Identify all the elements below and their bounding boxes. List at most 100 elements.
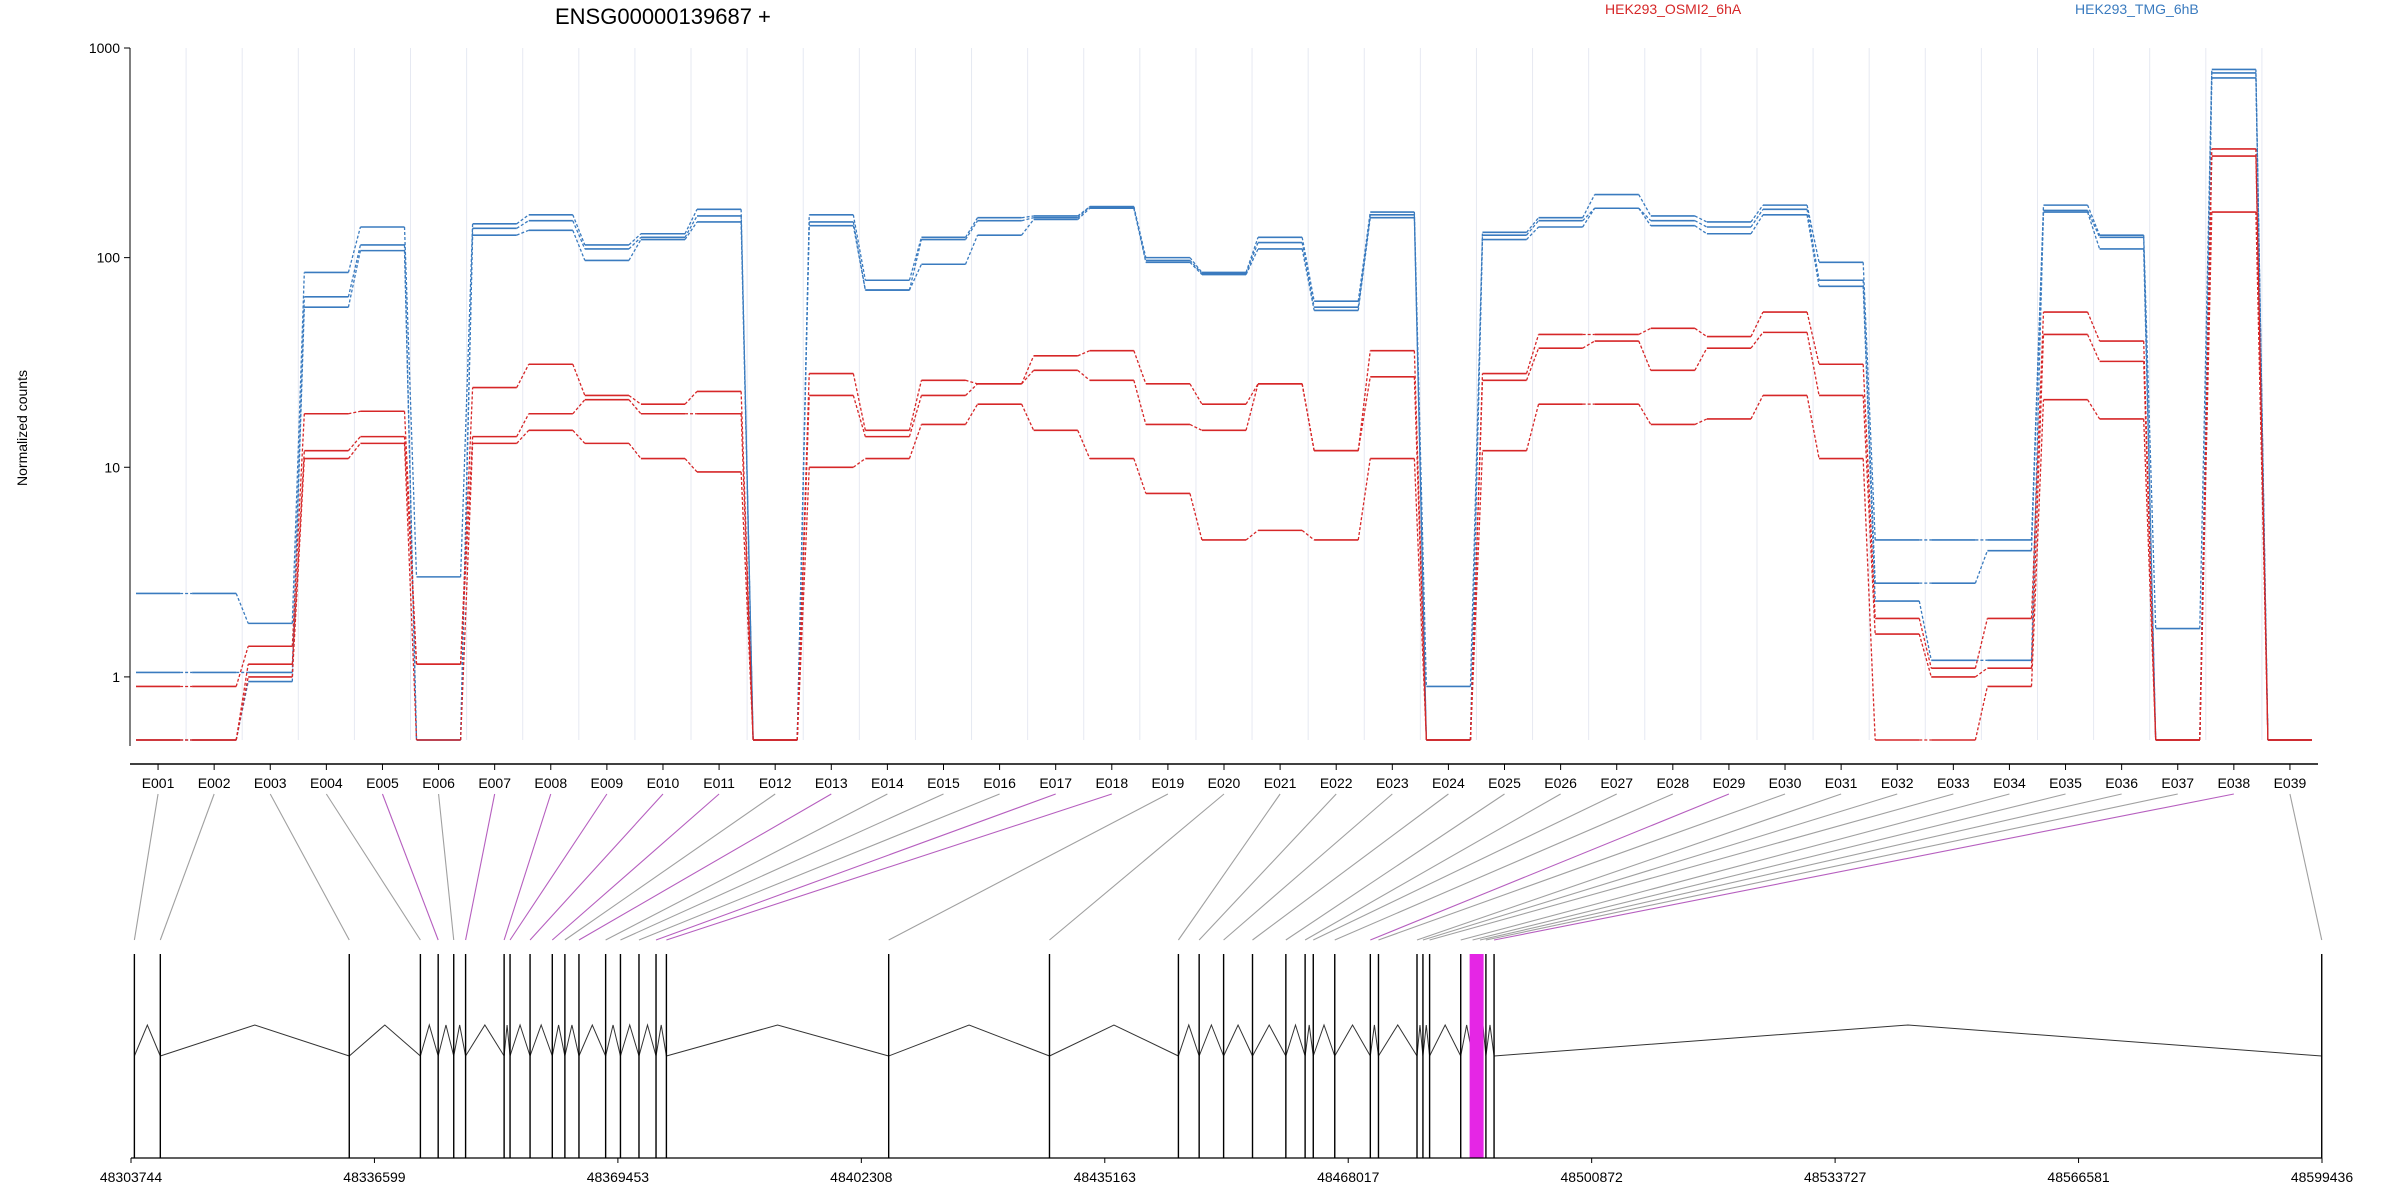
series-connector bbox=[572, 214, 586, 246]
series-hek293-osmi2-6ha bbox=[136, 148, 2312, 741]
x-tick-label: E033 bbox=[1937, 775, 1970, 791]
series-connector bbox=[796, 225, 810, 741]
series-connector bbox=[628, 442, 642, 459]
y-tick-label: 1000 bbox=[89, 40, 120, 56]
exon-connector bbox=[133, 793, 159, 941]
series-connector bbox=[572, 364, 586, 396]
intron-arc bbox=[465, 1024, 505, 1057]
x-tick-label: E029 bbox=[1713, 775, 1746, 791]
series-connector bbox=[628, 399, 642, 415]
series-connector bbox=[1021, 369, 1035, 385]
x-tick-label: E024 bbox=[1432, 775, 1465, 791]
exon-connector bbox=[551, 793, 720, 941]
exon-connector bbox=[1493, 793, 2234, 941]
intron-arc bbox=[1198, 1023, 1225, 1057]
series-connector bbox=[1694, 347, 1708, 371]
series-connector bbox=[684, 215, 698, 238]
series-connector bbox=[740, 221, 754, 741]
series-connector bbox=[1862, 286, 1876, 602]
x-tick-label: E005 bbox=[366, 775, 399, 791]
series-connector bbox=[572, 220, 586, 250]
series-connector bbox=[1469, 232, 1484, 687]
series-connector bbox=[1974, 550, 1988, 584]
series-connector bbox=[2030, 312, 2045, 619]
intron-arc bbox=[529, 1023, 553, 1057]
series-connector bbox=[347, 436, 361, 452]
genomic-tick-label: 48402308 bbox=[830, 1169, 893, 1185]
series-connector bbox=[2199, 212, 2213, 741]
series-connector bbox=[1582, 207, 1596, 228]
series-connector bbox=[2255, 212, 2269, 741]
exon-connector bbox=[1485, 793, 2178, 941]
intron-arc bbox=[551, 1024, 566, 1057]
series-connector bbox=[908, 239, 923, 291]
series-connector bbox=[1862, 262, 1876, 540]
series-connector bbox=[964, 234, 979, 265]
series-connector bbox=[291, 458, 305, 677]
x-tick-label: E010 bbox=[647, 775, 680, 791]
series-connector bbox=[347, 244, 362, 297]
series-connector bbox=[1806, 332, 1820, 396]
series-connector bbox=[1806, 395, 1820, 459]
exon-connector bbox=[666, 793, 1112, 941]
series-connector bbox=[684, 458, 698, 473]
exon-connector bbox=[1460, 793, 2010, 941]
series-connector bbox=[1189, 259, 1203, 274]
series-connector bbox=[572, 399, 586, 415]
exon-connector bbox=[438, 793, 455, 941]
x-tick-label: E037 bbox=[2161, 775, 2194, 791]
series-connector bbox=[572, 230, 586, 261]
series-connector bbox=[1357, 350, 1371, 451]
exon-connector bbox=[605, 793, 888, 941]
exon-connector bbox=[888, 793, 1169, 941]
series-connector bbox=[1245, 383, 1259, 405]
intron-arc bbox=[1177, 1023, 1200, 1057]
series-connector bbox=[684, 221, 698, 240]
x-tick-label: E004 bbox=[310, 775, 343, 791]
x-tick-label: E018 bbox=[1095, 775, 1128, 791]
series-connector bbox=[1806, 311, 1820, 365]
series-connector bbox=[291, 272, 305, 624]
series-connector bbox=[740, 413, 754, 741]
series-connector bbox=[965, 383, 978, 396]
series-connector bbox=[1189, 261, 1203, 276]
series-connector bbox=[2030, 399, 2045, 687]
x-tick-label: E026 bbox=[1544, 775, 1577, 791]
x-tick-label: E013 bbox=[815, 775, 848, 791]
exon-connector bbox=[269, 793, 350, 941]
intron-arc bbox=[1378, 1024, 1418, 1057]
series-connector bbox=[1077, 207, 1091, 220]
series-connector bbox=[1526, 226, 1540, 240]
series-connector bbox=[1357, 458, 1371, 541]
series-connector bbox=[796, 467, 810, 741]
series-connector bbox=[235, 676, 249, 741]
exon-connector bbox=[381, 793, 439, 941]
series-connector bbox=[852, 214, 866, 281]
plot-area: 1 10 100 1000 E001 E002 E003 E004 E005 E006 E007 E0… bbox=[89, 40, 2318, 791]
genomic-tick-label: 48435163 bbox=[1074, 1169, 1137, 1185]
series-connector bbox=[1918, 633, 1932, 678]
series-connector bbox=[459, 235, 474, 741]
series-connector bbox=[628, 236, 642, 250]
series-connector bbox=[516, 229, 529, 236]
series-connector bbox=[347, 226, 362, 273]
series-connector bbox=[1189, 423, 1203, 431]
intron-arc bbox=[453, 1024, 467, 1057]
series-connector bbox=[1918, 600, 1932, 661]
x-tick-label: E028 bbox=[1656, 775, 1689, 791]
exon-connector bbox=[159, 793, 215, 941]
x-tick-label: E006 bbox=[422, 775, 455, 791]
x-tick-label: E017 bbox=[1039, 775, 1072, 791]
series-connector bbox=[1694, 327, 1708, 338]
intron-arc bbox=[1049, 1024, 1179, 1057]
series-connector bbox=[291, 413, 305, 647]
series-connector bbox=[1077, 350, 1091, 357]
intron-arc bbox=[1223, 1023, 1253, 1057]
series-connector bbox=[1301, 529, 1315, 541]
series-connector bbox=[684, 209, 698, 235]
genomic-tick-label: 48336599 bbox=[343, 1169, 406, 1185]
legend-item-tmg: HEK293_TMG_6hB bbox=[2075, 1, 2199, 17]
intron-arc bbox=[160, 1024, 350, 1057]
series-connector bbox=[1974, 686, 1989, 741]
